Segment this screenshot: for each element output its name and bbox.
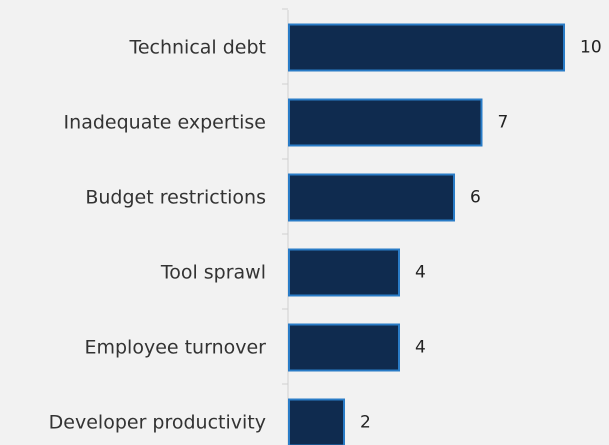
category-label: Employee turnover: [84, 337, 266, 359]
bar: [288, 23, 565, 72]
bar: [288, 173, 455, 222]
value-label: 10: [580, 38, 602, 58]
category-label: Inadequate expertise: [64, 112, 266, 134]
bar: [288, 248, 400, 297]
value-label: 7: [498, 113, 509, 133]
category-label: Technical debt: [128, 37, 266, 59]
bar: [288, 323, 400, 372]
bar: [288, 398, 345, 445]
category-label: Budget restrictions: [85, 187, 266, 209]
category-label: Tool sprawl: [160, 262, 266, 284]
bar: [288, 98, 483, 147]
value-label: 4: [415, 338, 426, 358]
value-label: 4: [415, 263, 426, 283]
category-label: Developer productivity: [49, 412, 266, 434]
value-label: 6: [470, 188, 481, 208]
value-label: 2: [360, 413, 371, 433]
